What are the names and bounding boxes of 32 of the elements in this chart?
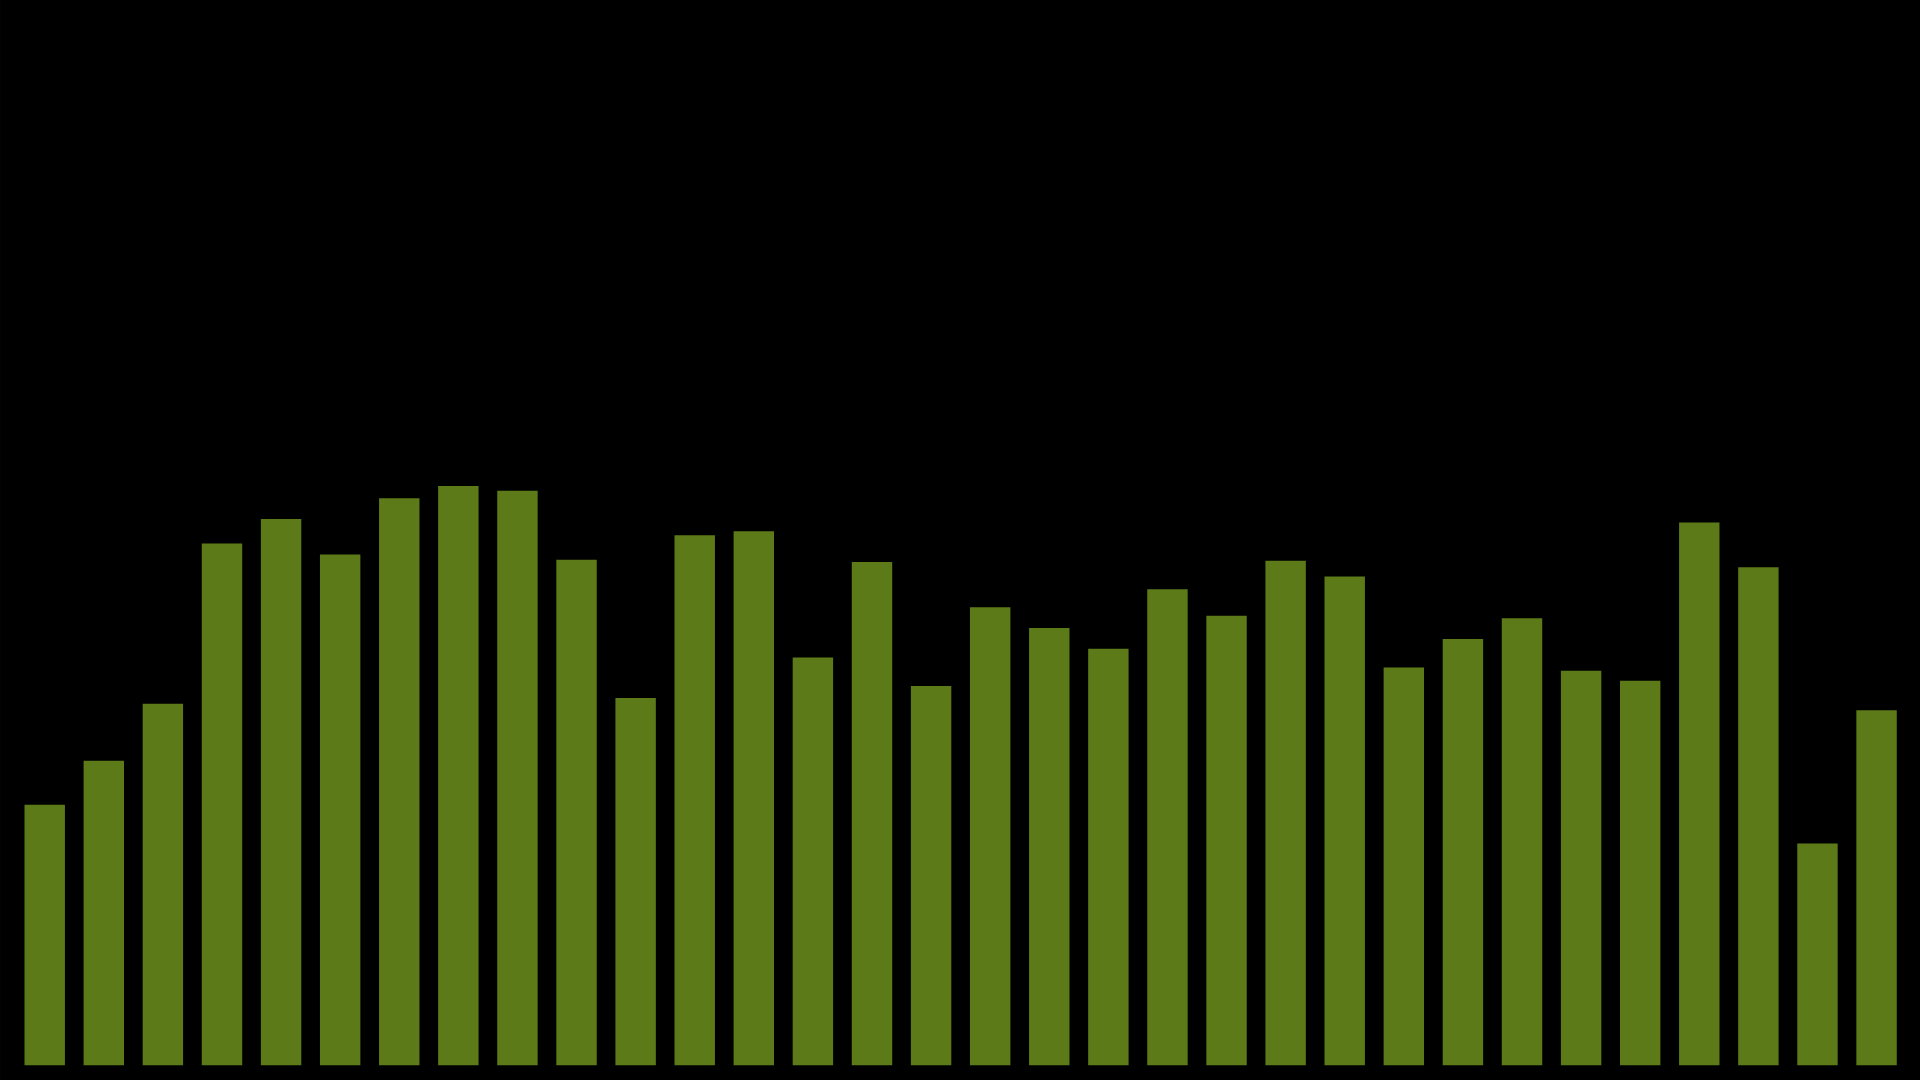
bar — [319, 554, 361, 1066]
bar — [969, 607, 1011, 1066]
bar — [1738, 567, 1779, 1066]
bar — [1679, 522, 1720, 1066]
bar — [1147, 589, 1188, 1066]
bar — [1265, 560, 1306, 1066]
bar — [556, 559, 597, 1066]
bar — [83, 760, 125, 1066]
bar — [733, 531, 775, 1066]
bar — [1619, 680, 1661, 1066]
bar — [260, 519, 302, 1066]
bar — [379, 498, 420, 1066]
bar — [1088, 648, 1129, 1066]
bar — [142, 703, 184, 1066]
bar — [792, 657, 834, 1066]
bar — [201, 543, 243, 1066]
bar — [615, 698, 656, 1066]
bar — [1383, 667, 1425, 1066]
bar — [674, 535, 715, 1066]
bar — [1856, 710, 1897, 1066]
bar — [1797, 843, 1838, 1066]
bar — [1442, 639, 1484, 1066]
bar — [438, 486, 479, 1066]
bar — [24, 804, 65, 1066]
bar — [1560, 670, 1602, 1066]
bar — [851, 561, 893, 1066]
bar — [1501, 618, 1543, 1066]
bar — [1206, 615, 1247, 1066]
bar — [497, 490, 538, 1066]
bar — [1029, 627, 1070, 1066]
bar — [910, 685, 952, 1066]
bar — [1324, 576, 1365, 1066]
